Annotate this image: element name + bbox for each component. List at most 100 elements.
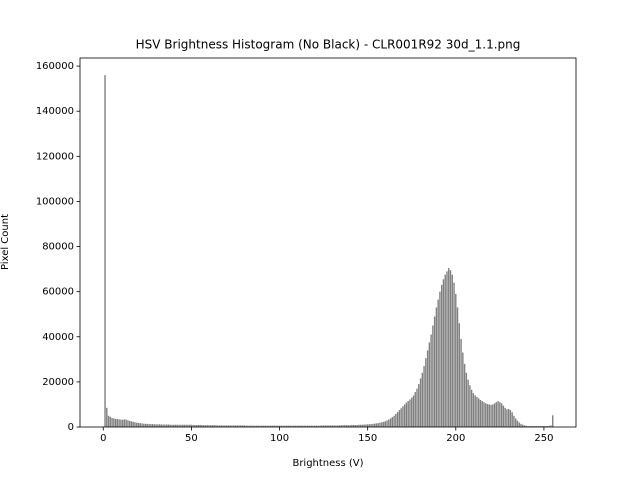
bar [245,425,247,427]
bar [536,426,538,427]
bar [204,425,207,427]
bar [515,418,517,427]
bar [552,415,554,427]
bar [340,425,342,427]
y-axis-label: Pixel Count [0,214,11,270]
bar [113,418,115,427]
bar [192,424,194,427]
bar [497,401,499,427]
bar [511,412,513,427]
bar [407,401,409,427]
bar [197,424,200,427]
y-tick-label: 0 [68,422,74,433]
bar [255,425,258,427]
bar [467,379,469,427]
bar [310,425,312,427]
bar [522,424,524,427]
bar [130,421,133,427]
bar [421,372,424,427]
bar [465,372,468,427]
bar [141,423,143,427]
bar [294,425,297,427]
bar [546,426,549,427]
bar [372,423,374,427]
x-tick-label: 0 [100,433,106,444]
bar [129,420,131,427]
bar [472,393,475,427]
bar [109,416,112,427]
bar [437,299,439,427]
bar [144,423,147,427]
bar [298,425,300,427]
bar [400,408,402,427]
bar [303,425,305,427]
bar [388,419,390,427]
bar [331,425,334,427]
bar [365,424,367,427]
bar [477,398,480,427]
bar [134,422,136,427]
bar [139,423,141,427]
bar [548,425,550,427]
bar [120,419,122,427]
bar [123,419,126,427]
bar [490,404,492,427]
bar [308,425,311,427]
bar [252,425,254,427]
bar [488,404,490,427]
bar [391,417,394,427]
bar [114,418,117,427]
bar [470,389,473,427]
bar [132,421,134,427]
bar [231,425,233,427]
bar [307,425,309,427]
bar [264,425,267,427]
bar [234,425,237,427]
bar [296,425,298,427]
bar [504,407,506,427]
bar [486,403,489,427]
bar [241,425,244,427]
bar [456,307,459,427]
bar [412,395,415,427]
bar [181,424,184,427]
bar [374,423,376,427]
bar [338,425,341,427]
bar [493,403,496,427]
bar [347,425,349,427]
bar [208,425,210,427]
x-tick-label: 100 [270,433,289,444]
bar [199,424,201,427]
bar [169,424,171,427]
bar [363,424,365,427]
y-tick-label: 40000 [42,332,74,343]
bar [171,424,173,427]
bar [173,424,175,427]
bar [414,392,416,427]
bar [277,425,279,427]
bar [261,425,263,427]
plot-frame [79,57,577,428]
bar [137,422,140,427]
bar [224,425,226,427]
bar [356,424,358,427]
bar [157,424,159,427]
bar [507,408,510,427]
bar [481,401,483,427]
bar [151,424,154,427]
bar [125,419,127,427]
bar [153,424,156,427]
bar [430,334,432,427]
bar [248,425,251,427]
bar [194,424,196,427]
bar [544,426,547,427]
bar [150,424,152,427]
bar [324,425,327,427]
x-tick-label: 250 [534,433,553,444]
bar [220,425,223,427]
bar [550,425,552,427]
bar [513,415,515,427]
bar [336,425,339,427]
x-tick-label: 200 [446,433,465,444]
bar [275,425,277,427]
